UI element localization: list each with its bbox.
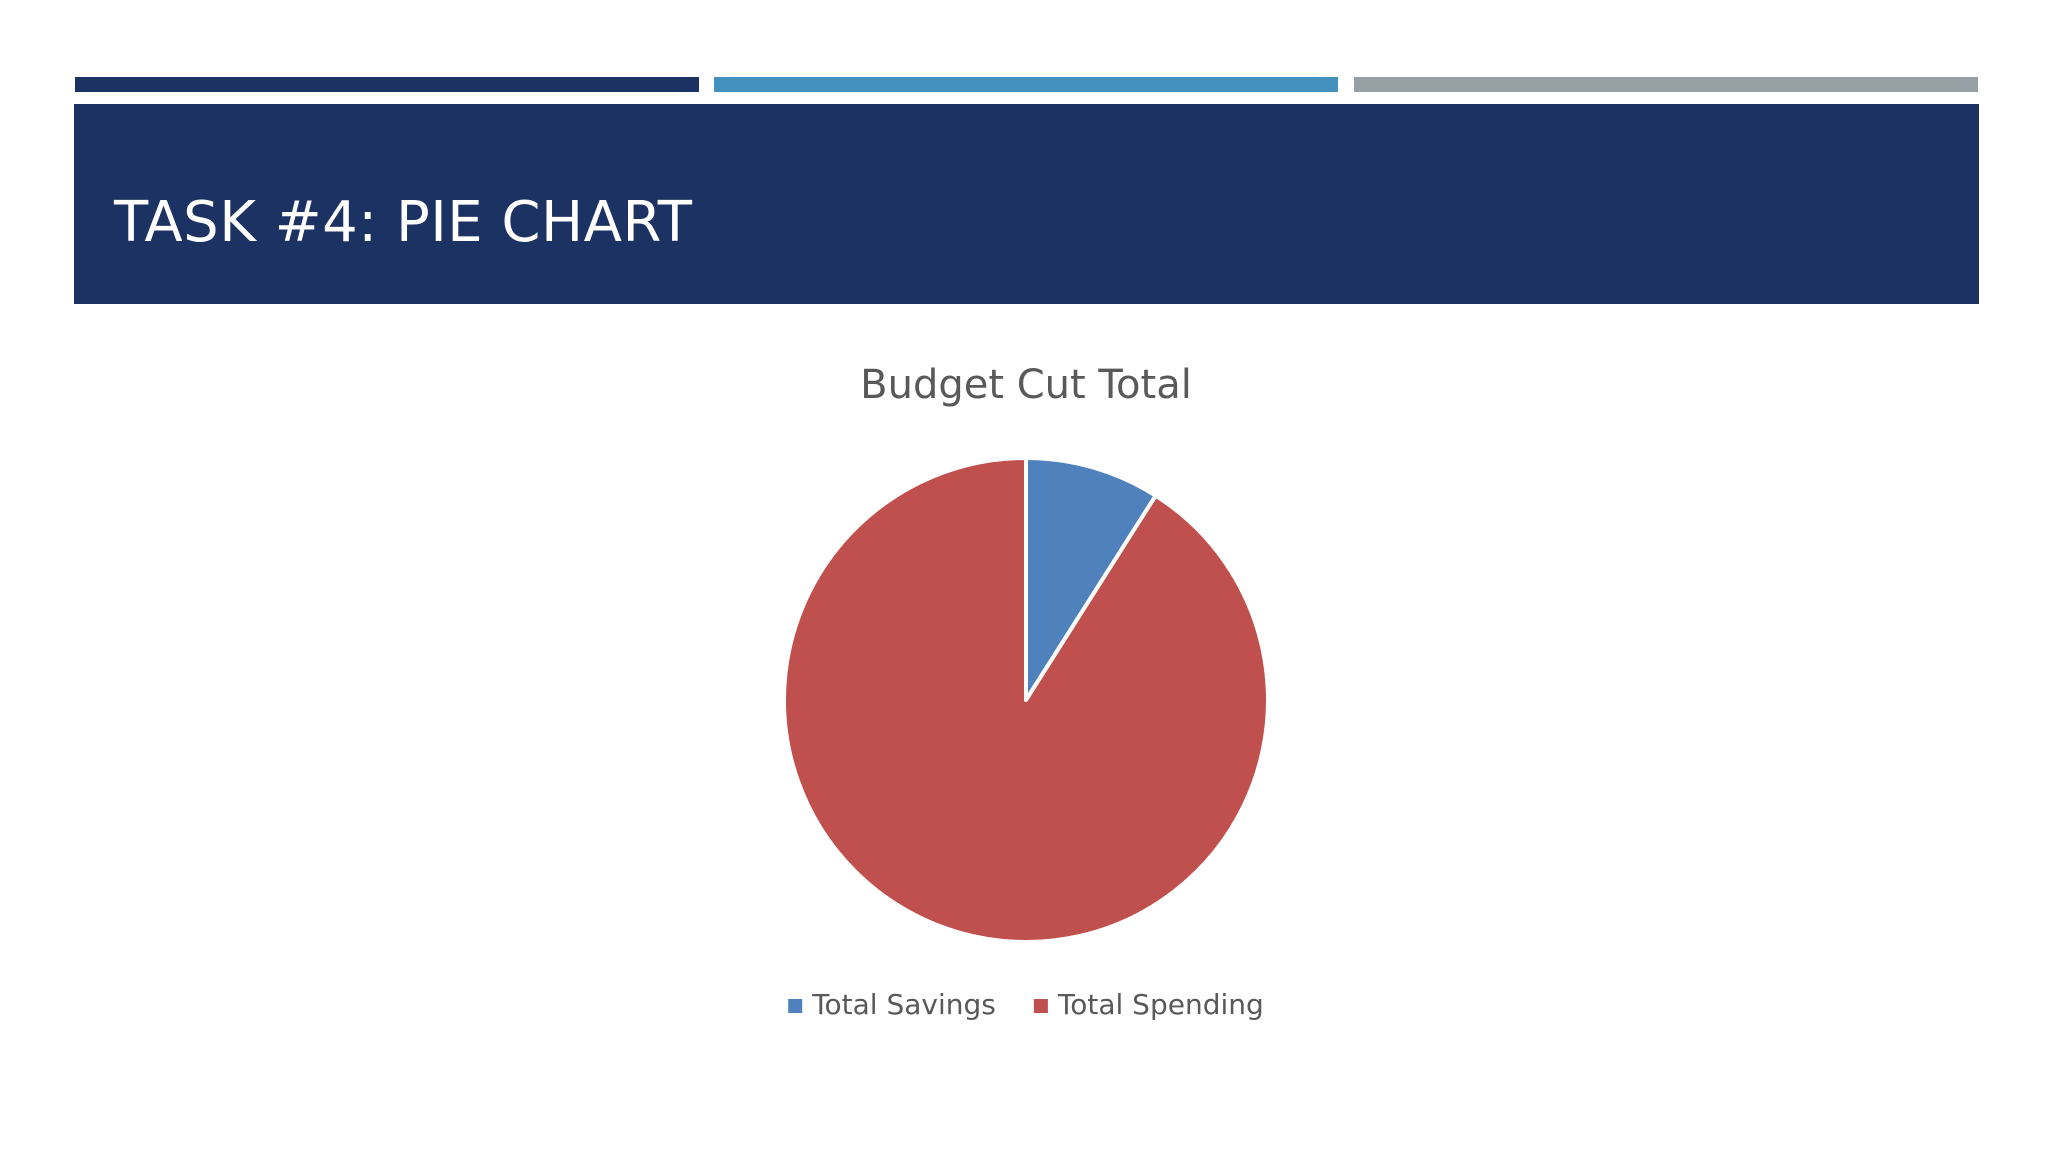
pie-slices bbox=[782, 456, 1270, 944]
accent-bar-gray bbox=[1354, 77, 1978, 92]
chart-legend: Total Savings Total Spending bbox=[788, 988, 1264, 1021]
accent-bar-blue bbox=[714, 77, 1338, 92]
legend-item-total-savings: Total Savings bbox=[788, 988, 996, 1021]
legend-label-total-spending: Total Spending bbox=[1057, 988, 1264, 1021]
pie-slice-total-spending bbox=[782, 456, 1270, 944]
accent-bar-dark bbox=[75, 77, 699, 92]
slide-title: TASK #4: PIE CHART bbox=[114, 190, 693, 255]
chart-title: Budget Cut Total bbox=[860, 362, 1192, 408]
legend-label-total-savings: Total Savings bbox=[811, 988, 996, 1021]
pie-slice-total-savings bbox=[1024, 456, 1158, 702]
legend-swatch-total-savings bbox=[788, 999, 803, 1013]
title-band: TASK #4: PIE CHART bbox=[74, 104, 1979, 304]
legend-item-total-spending: Total Spending bbox=[1033, 988, 1264, 1021]
legend-swatch-total-spending bbox=[1033, 999, 1048, 1013]
